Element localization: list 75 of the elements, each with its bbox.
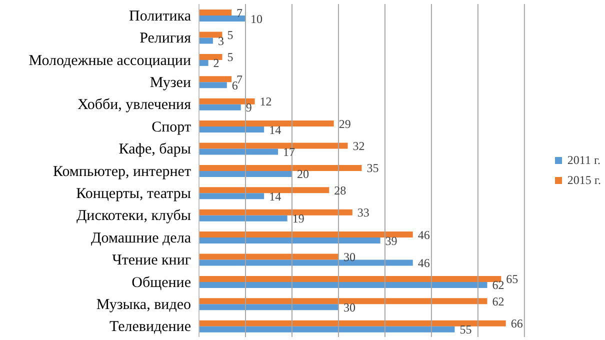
y-tick-label: Музыка, видео [96,297,191,314]
bar [199,276,502,282]
y-tick-label: Молодежные ассоциации [28,52,191,69]
bar [199,209,352,216]
data-label: 14 [269,122,282,137]
y-tick-label: Концерты, театры [76,186,191,202]
data-label: 17 [283,145,296,160]
y-tick-label: Дискотеки, клубы [76,208,191,224]
data-label: 28 [334,183,346,198]
data-label: 20 [296,167,309,182]
data-label: 5 [227,28,234,42]
data-label: 62 [492,294,504,308]
y-tick-label: Хобби, увлечения [78,97,192,114]
bar [199,16,246,22]
bar [199,164,362,171]
bar [199,10,232,16]
data-label: 7 [236,72,243,86]
data-label: 2 [213,56,220,70]
bar [199,320,506,326]
bar [199,187,330,194]
bar [199,120,334,127]
bar [199,76,232,82]
bar [199,32,222,38]
data-label: 33 [357,206,370,220]
y-tick-label: Компьютер, интернет [52,164,192,180]
bar [199,193,264,200]
data-label: 32 [352,139,365,154]
data-label: 9 [246,100,252,115]
bar [199,104,241,110]
legend-label: 2015 г. [567,172,601,188]
legend-label: 2011 г. [567,152,601,168]
data-label: 39 [385,234,398,248]
y-tick-label: Домашние дела [91,230,192,246]
bar [199,254,338,260]
bar [199,326,455,332]
bar [199,98,255,104]
bar [199,126,264,133]
bar [199,282,488,288]
y-tick-label: Спорт [152,119,192,136]
y-tick-label: Музеи [150,75,191,92]
bar [199,38,213,44]
y-tick-label: Религия [140,30,192,47]
bar [199,82,227,88]
bar [199,215,288,222]
bar [199,232,413,238]
data-label: 29 [338,116,351,131]
data-label: 46 [418,228,430,242]
data-label: 66 [510,316,523,331]
data-label: 19 [292,212,304,226]
data-label: 30 [343,300,356,314]
bar [199,60,208,66]
data-label: 6 [232,78,238,92]
data-label: 62 [492,278,504,292]
y-tick-label: Политика [129,8,192,24]
data-label: 65 [506,272,518,286]
bar [199,54,222,60]
data-label: 55 [460,322,472,337]
bar [199,142,348,149]
data-label: 12 [260,94,272,109]
data-label: 5 [227,50,234,64]
bar [199,238,380,244]
data-label: 3 [218,34,224,48]
bar [199,260,413,266]
y-tick-label: Чтение книг [112,252,191,269]
y-tick-label: Телевидение [109,319,192,336]
bar [199,148,278,155]
y-tick-label: Кафе, бары [118,142,191,158]
bar [199,298,488,304]
bar [199,170,292,177]
y-tick-label: Общение [132,274,192,291]
data-label: 35 [366,161,379,176]
data-label: 14 [269,189,282,204]
bar [199,304,338,310]
data-label: 10 [250,12,262,26]
data-label: 46 [418,256,430,270]
